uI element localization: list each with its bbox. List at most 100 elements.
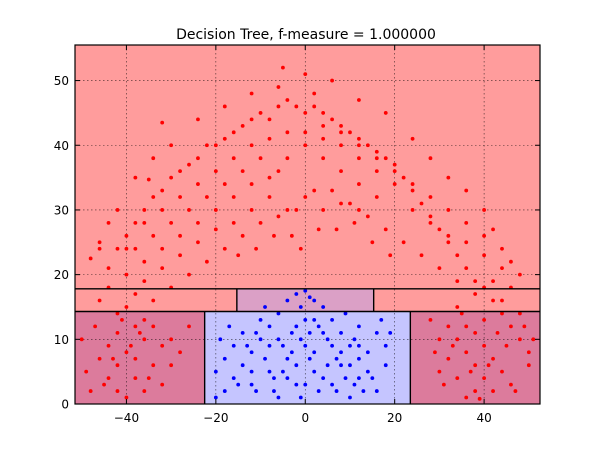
data-point-0-234 — [169, 143, 174, 148]
data-point-0-51 — [160, 120, 165, 125]
data-point-0-196 — [509, 382, 513, 387]
data-point-0-76 — [303, 143, 308, 148]
data-point-0-58 — [357, 182, 361, 186]
data-point-0-124 — [491, 279, 495, 283]
data-point-1-66 — [325, 337, 330, 342]
data-point-0-49 — [526, 350, 531, 355]
data-point-0-230 — [446, 175, 451, 180]
data-point-0-208 — [464, 324, 469, 329]
data-point-0-180 — [446, 324, 451, 329]
data-point-0-46 — [500, 311, 504, 316]
data-point-0-144 — [196, 182, 200, 186]
data-point-1-73 — [303, 382, 308, 387]
data-point-1-15 — [231, 376, 236, 381]
data-point-0-138 — [303, 130, 308, 135]
data-point-0-114 — [312, 188, 317, 193]
data-point-0-78 — [339, 143, 343, 148]
y-tick-label-1: 10 — [54, 333, 69, 347]
data-point-1-61 — [298, 305, 303, 309]
data-point-0-190 — [428, 318, 433, 322]
data-point-1-85 — [343, 311, 348, 316]
data-point-0-213 — [102, 382, 106, 387]
data-point-0-125 — [509, 259, 513, 264]
data-point-0-128 — [482, 233, 487, 238]
data-point-1-5 — [294, 292, 299, 296]
data-point-0-63 — [169, 220, 174, 225]
data-point-0-206 — [477, 396, 482, 401]
data-point-0-7 — [151, 195, 156, 199]
data-point-0-189 — [437, 337, 442, 342]
data-point-1-50 — [254, 389, 258, 393]
data-point-0-30 — [357, 136, 361, 141]
data-point-1-79 — [357, 343, 361, 348]
data-point-0-29 — [348, 130, 352, 135]
data-point-0-247 — [370, 240, 375, 245]
data-point-1-81 — [379, 318, 384, 322]
data-point-1-80 — [227, 324, 232, 329]
data-point-0-174 — [124, 305, 129, 309]
data-point-0-48 — [517, 337, 522, 342]
data-point-1-75 — [312, 350, 317, 355]
data-point-0-72 — [231, 195, 236, 199]
data-point-0-219 — [531, 337, 536, 342]
data-point-0-3 — [115, 246, 120, 251]
data-point-0-112 — [276, 214, 281, 219]
data-point-0-228 — [410, 136, 415, 141]
data-point-1-60 — [303, 318, 308, 322]
data-point-1-64 — [289, 330, 294, 335]
data-point-1-77 — [339, 363, 343, 368]
y-tick-label-3: 30 — [54, 203, 69, 217]
data-point-0-9 — [169, 175, 174, 180]
data-point-1-41 — [213, 395, 218, 400]
data-point-1-47 — [307, 356, 312, 361]
data-point-1-4 — [285, 298, 290, 303]
data-point-0-32 — [374, 149, 379, 154]
data-point-0-116 — [348, 201, 352, 206]
data-point-0-12 — [196, 156, 200, 161]
data-point-0-202 — [504, 343, 509, 348]
data-point-1-63 — [316, 324, 321, 329]
data-point-0-126 — [517, 272, 522, 277]
data-point-1-12 — [357, 356, 361, 361]
y-tick-label-4: 40 — [54, 139, 69, 153]
data-point-0-94 — [303, 195, 308, 199]
data-point-0-92 — [339, 201, 343, 206]
data-point-0-86 — [482, 253, 487, 258]
data-point-0-36 — [410, 188, 415, 193]
data-point-0-110 — [240, 233, 245, 238]
data-point-0-210 — [79, 337, 84, 342]
data-point-0-0 — [88, 256, 93, 261]
data-point-0-171 — [160, 382, 165, 387]
data-point-0-113 — [294, 208, 299, 212]
data-point-1-7 — [312, 298, 317, 303]
data-point-1-57 — [263, 356, 267, 361]
data-point-0-98 — [231, 220, 236, 225]
data-point-0-100 — [196, 240, 200, 245]
data-point-0-248 — [236, 253, 241, 258]
data-point-0-160 — [160, 343, 165, 348]
data-point-0-236 — [133, 175, 138, 180]
data-point-0-245 — [352, 220, 357, 225]
data-point-1-31 — [276, 337, 281, 342]
data-point-0-157 — [142, 389, 147, 393]
data-point-0-154 — [124, 350, 129, 355]
data-point-0-145 — [178, 195, 182, 199]
data-point-0-184 — [482, 376, 487, 381]
data-point-0-26 — [321, 111, 326, 115]
data-point-1-13 — [365, 369, 370, 374]
data-point-0-142 — [231, 156, 236, 161]
data-point-0-111 — [258, 220, 263, 225]
data-point-0-131 — [428, 195, 433, 199]
data-point-1-78 — [249, 369, 254, 374]
data-point-0-244 — [334, 227, 339, 232]
data-point-1-34 — [330, 343, 334, 348]
data-point-0-35 — [401, 175, 406, 180]
decision-regions — [75, 45, 540, 404]
data-point-0-104 — [133, 292, 138, 296]
data-point-0-96 — [267, 195, 272, 199]
data-point-0-218 — [88, 389, 93, 393]
data-point-0-64 — [151, 233, 156, 238]
data-point-0-34 — [392, 162, 397, 167]
data-point-0-67 — [142, 259, 147, 264]
data-point-1-51 — [343, 376, 348, 381]
